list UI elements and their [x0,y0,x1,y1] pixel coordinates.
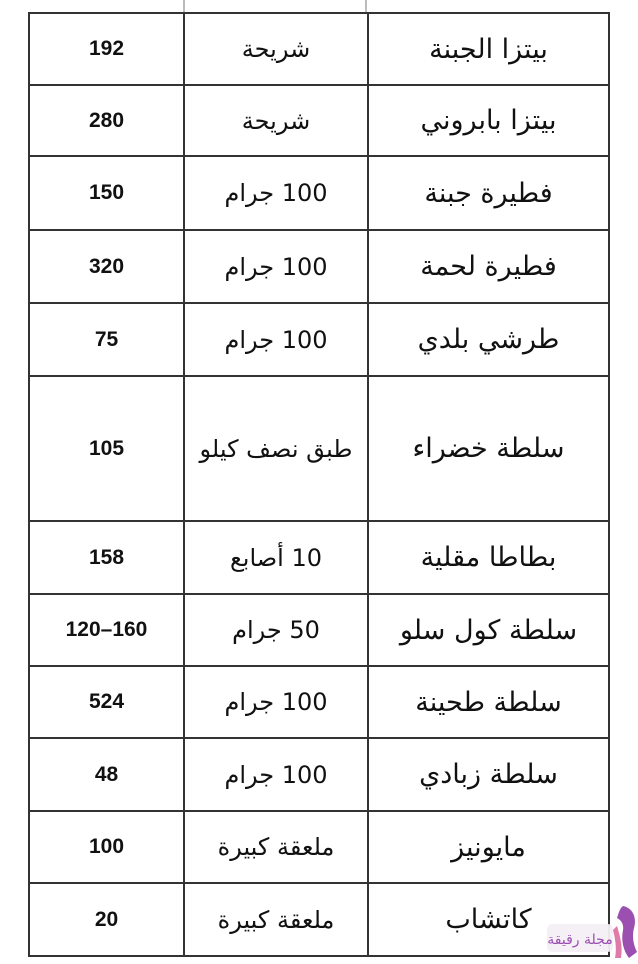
svg-text:مجلة رقيقة: مجلة رقيقة [547,932,612,948]
unit-cell: 10 أصابع [183,520,369,595]
calorie-table: 192 شريحة بيتزا الجبنة 280 شريحة بيتزا بابرون… [28,12,610,957]
unit-cell: 50 جرام [183,593,369,667]
previous-table-edge [28,0,610,12]
food-name-cell: فطيرة لحمة [367,229,610,304]
calories-cell: 75 [28,302,185,377]
calories-cell: 100 [28,810,185,884]
unit-cell: 100 جرام [183,665,369,739]
table-row: 75 100 جرام طرشي بلدي [28,302,610,377]
food-name-cell: بيتزا بابروني [367,84,610,157]
food-name-cell: مايونيز [367,810,610,884]
table-row: 48 100 جرام سلطة زبادي [28,737,610,812]
unit-cell: 100 جرام [183,737,369,812]
table-row: 524 100 جرام سلطة طحينة [28,665,610,739]
unit-cell: 100 جرام [183,302,369,377]
table-row: 150 100 جرام فطيرة جبنة [28,155,610,231]
calories-cell: 48 [28,737,185,812]
food-name-cell: سلطة زبادي [367,737,610,812]
food-name-cell: فطيرة جبنة [367,155,610,231]
unit-cell: ملعقة كبيرة [183,882,369,957]
table-row: 100 ملعقة كبيرة مايونيز [28,810,610,884]
food-name-cell: بيتزا الجبنة [367,12,610,86]
unit-cell: 100 جرام [183,155,369,231]
table-row: 320 100 جرام فطيرة لحمة [28,229,610,304]
calories-cell: 280 [28,84,185,157]
food-name-cell: طرشي بلدي [367,302,610,377]
calories-cell: 158 [28,520,185,595]
unit-cell: ملعقة كبيرة [183,810,369,884]
calories-cell: 524 [28,665,185,739]
calories-cell: 192 [28,12,185,86]
calories-cell: 320 [28,229,185,304]
food-name-cell: سلطة طحينة [367,665,610,739]
calories-cell: 105 [28,375,185,522]
table-row: 120–160 50 جرام سلطة كول سلو [28,593,610,667]
table-row: 158 10 أصابع بطاطا مقلية [28,520,610,595]
food-name-cell: سلطة كول سلو [367,593,610,667]
calories-cell: 20 [28,882,185,957]
table-row: 20 ملعقة كبيرة كاتشاب [28,882,610,957]
calories-cell: 150 [28,155,185,231]
table-row: 192 شريحة بيتزا الجبنة [28,12,610,86]
unit-cell: 100 جرام [183,229,369,304]
calories-cell: 120–160 [28,593,185,667]
food-name-cell: بطاطا مقلية [367,520,610,595]
table-row: 105 طبق نصف كيلو سلطة خضراء [28,375,610,522]
watermark-logo: مجلة رقيقة [545,898,638,960]
unit-cell: طبق نصف كيلو [183,375,369,522]
unit-cell: شريحة [183,84,369,157]
unit-cell: شريحة [183,12,369,86]
table-row: 280 شريحة بيتزا بابروني [28,84,610,157]
food-name-cell: سلطة خضراء [367,375,610,522]
woman-silhouette-icon: مجلة رقيقة [547,906,637,958]
